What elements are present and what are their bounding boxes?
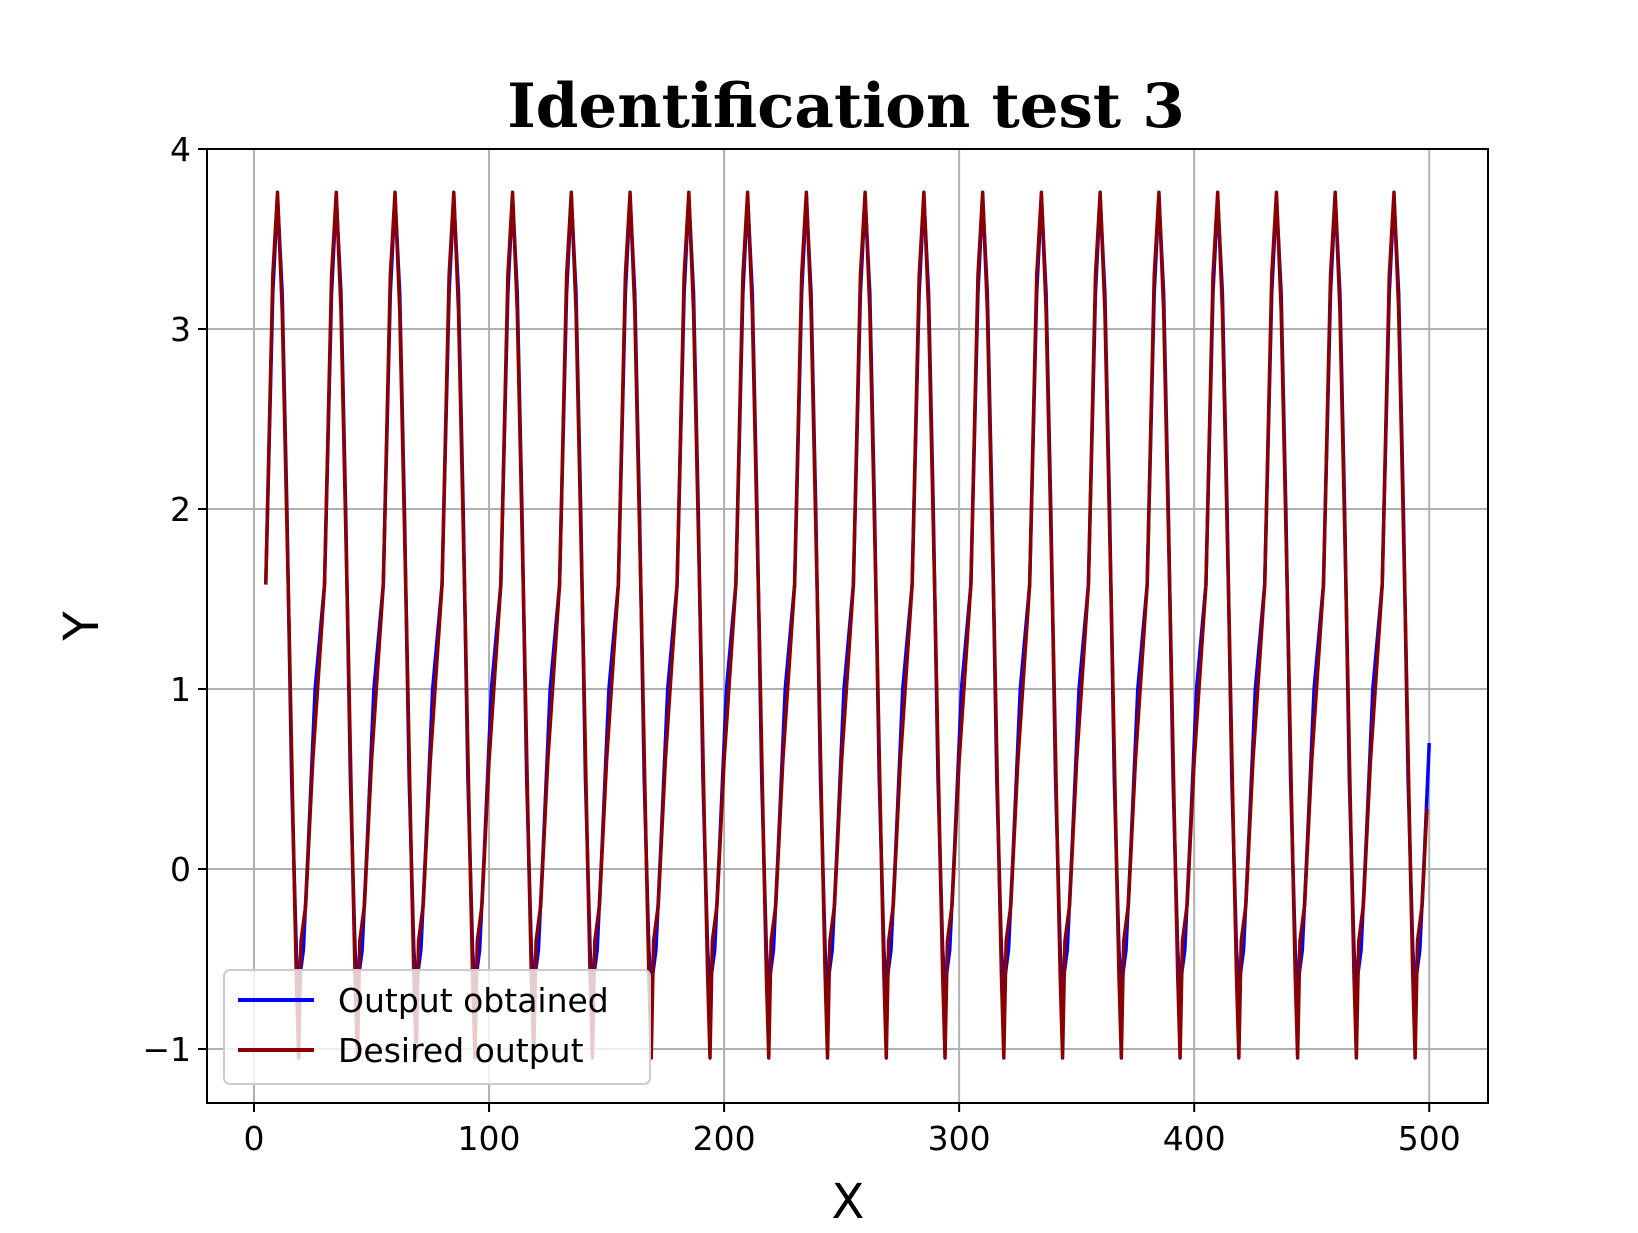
y-tick-label: −1	[142, 1030, 191, 1069]
legend-label: Output obtained	[338, 981, 609, 1020]
x-tick-label: 400	[1163, 1119, 1226, 1158]
axes: 0 100 200 300 400 500 −1 0 1 2 3 4	[142, 130, 1460, 1158]
x-tick-label: 500	[1398, 1119, 1461, 1158]
legend-label: Desired output	[338, 1031, 584, 1070]
y-axis-label: Y	[54, 611, 110, 642]
chart-title: Identification test 3	[507, 71, 1185, 142]
plot-frame	[206, 148, 1489, 1104]
x-axis-label: X	[832, 1174, 865, 1228]
x-tick-label: 100	[458, 1119, 521, 1158]
grid	[207, 148, 1488, 1103]
x-tick-label: 200	[693, 1119, 756, 1158]
legend: Output obtained Desired output	[223, 969, 651, 1085]
y-tick-label: 4	[170, 130, 191, 169]
y-tick-label: 1	[170, 670, 191, 709]
y-tick-label: 3	[170, 310, 191, 349]
y-tick-label: 0	[170, 850, 191, 889]
x-tick-label: 300	[928, 1119, 991, 1158]
legend-box	[223, 969, 651, 1085]
y-tick-label: 2	[170, 490, 191, 529]
x-tick-label: 0	[244, 1119, 265, 1158]
series-line-desired-output	[264, 190, 1429, 1060]
series-lines	[264, 190, 1431, 1060]
